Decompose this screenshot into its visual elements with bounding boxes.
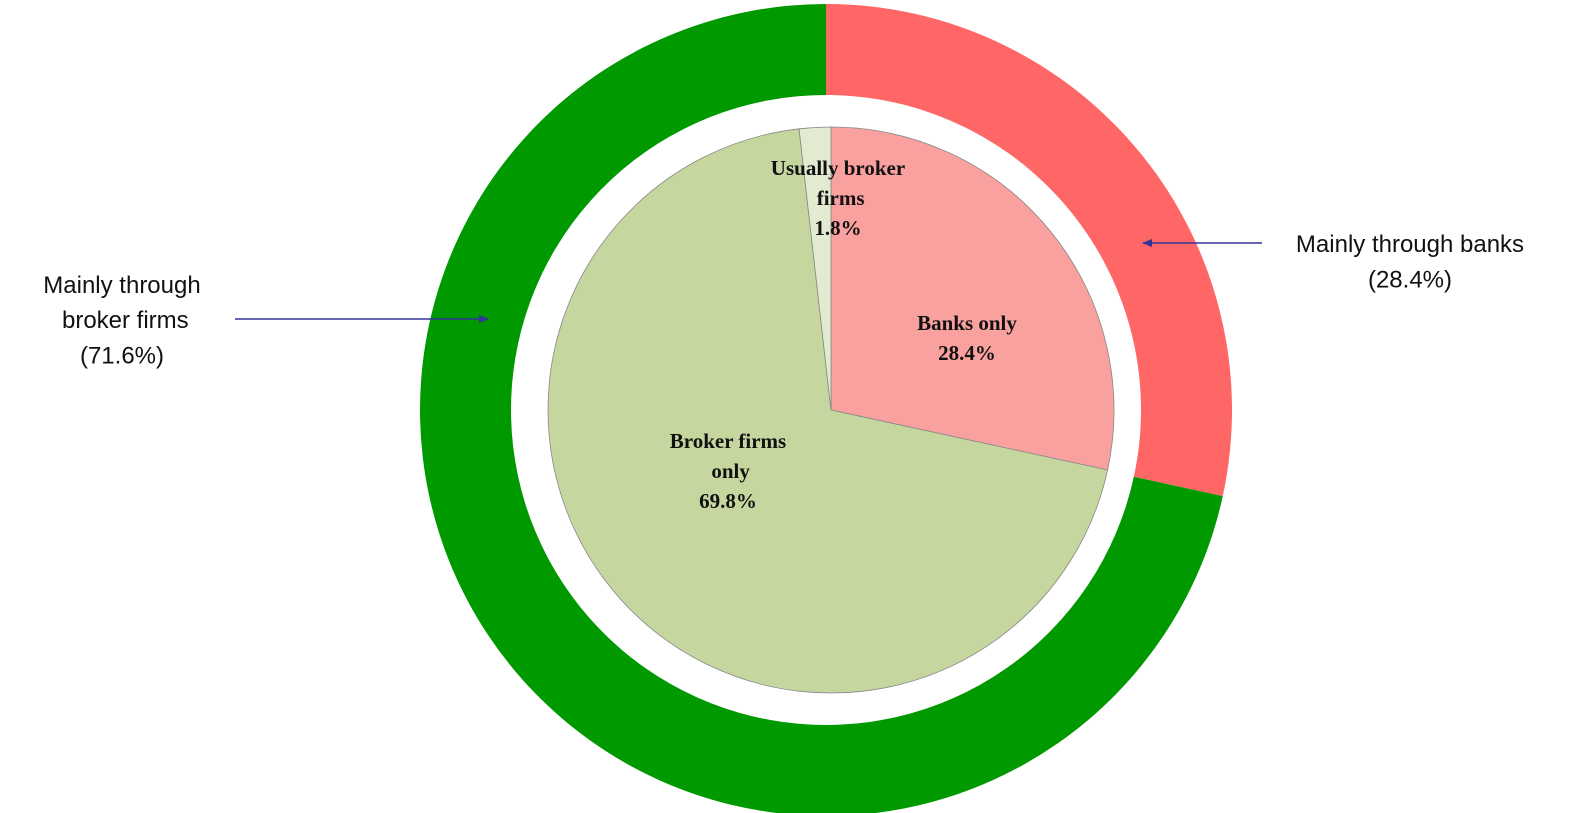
slice-label: Usually broker firms: [771, 156, 905, 210]
slice: [798, 126, 832, 411]
value-label: 1.8%: [814, 216, 861, 240]
value-label: (28.4%): [1368, 266, 1452, 293]
slice-label: Mainly through broker firms: [43, 272, 200, 334]
slice: [830, 126, 1115, 471]
slice-label: Mainly through banks: [1296, 231, 1524, 258]
slice: [826, 4, 1232, 497]
value-label: 69.8%: [699, 489, 757, 513]
slice: [547, 128, 1109, 694]
value-label: 28.4%: [938, 341, 996, 365]
value-label: (71.6%): [80, 342, 164, 369]
slice-label: Broker firms only: [670, 429, 786, 483]
slice-label: Banks only: [917, 311, 1017, 335]
